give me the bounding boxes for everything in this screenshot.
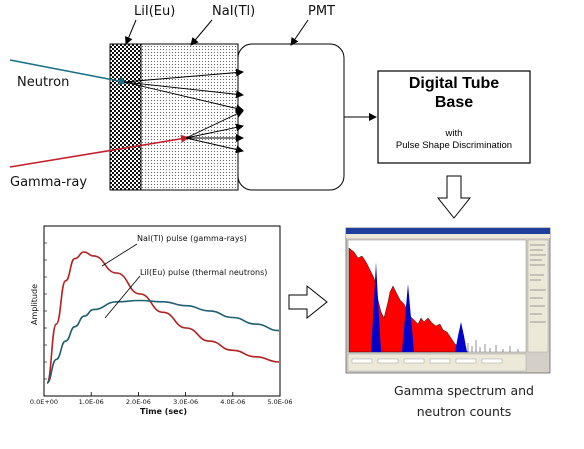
light-rays (123, 68, 244, 154)
x-tick-label: 5.0E-06 (267, 398, 293, 406)
pmt-box (237, 43, 345, 191)
caption-line2: neutron counts (416, 404, 512, 419)
nai-crystal (140, 43, 239, 191)
spectrum-noise (467, 340, 519, 352)
plot-frame (43, 225, 281, 397)
x-tick-label: 3.0E-06 (173, 398, 199, 406)
neutron-peak-2 (402, 284, 414, 352)
plot-ticks (43, 225, 281, 397)
gamma-label: Gamma-ray (10, 175, 88, 190)
nai-annotation: NaI(Tl) pulse (gamma-rays) (137, 234, 247, 243)
pulse-plot (43, 225, 281, 397)
nai-leader (190, 19, 213, 46)
lil-leader (125, 19, 137, 45)
spectrum-screenshot (345, 227, 551, 374)
lil-crystal (109, 43, 142, 191)
digital-tube-base-box (377, 70, 531, 164)
spectrum-caption: Gamma spectrum and neutron counts (376, 380, 552, 422)
caption-line1: Gamma spectrum and (394, 383, 534, 398)
neutron-label: Neutron (17, 75, 70, 90)
tube-base-title-line2: Base (434, 94, 474, 111)
lil-annotation: LiI(Eu) pulse (thermal neutrons) (140, 268, 268, 277)
pmt-label: PMT (308, 4, 335, 19)
plot-xlabel: Time (sec) (140, 407, 187, 416)
lil-pulse-curve (46, 299, 280, 384)
x-tick-label: 1.0E-06 (78, 398, 104, 406)
tube-base-subtitle: with Pulse Shape Discrimination (378, 128, 530, 152)
neutron-peak-1 (371, 262, 381, 352)
x-tick-label: 2.0E-06 (125, 398, 151, 406)
lil-label: LiI(Eu) (134, 4, 176, 19)
screenshot-side-panel (527, 239, 549, 353)
nai-pointer (101, 243, 138, 267)
down-hollow-arrow (436, 175, 472, 219)
tube-base-title-line1: Digital Tube (408, 75, 500, 92)
bottom-panel-fields (351, 358, 503, 364)
x-tick-label: 4.0E-06 (220, 398, 246, 406)
screenshot-titlebar (346, 228, 550, 234)
tube-base-sub-line1: with (445, 128, 463, 139)
tube-base-title: Digital Tube Base (378, 74, 530, 112)
tube-base-sub-line2: Pulse Shape Discrimination (395, 140, 513, 151)
neutron-peak-3 (455, 322, 467, 352)
x-tick-label: 0.0E+00 (29, 398, 59, 406)
neutron-arrow (9, 59, 128, 85)
nai-pulse-curve (46, 251, 280, 384)
nai-label: NaI(Tl) (212, 4, 256, 19)
plot-ylabel: Amplitude (30, 284, 39, 325)
right-hollow-arrow (288, 284, 328, 320)
side-panel-lines (530, 244, 546, 323)
pmt-leader (290, 19, 309, 46)
lil-pointer (104, 275, 141, 319)
gamma-arrow (9, 134, 190, 168)
